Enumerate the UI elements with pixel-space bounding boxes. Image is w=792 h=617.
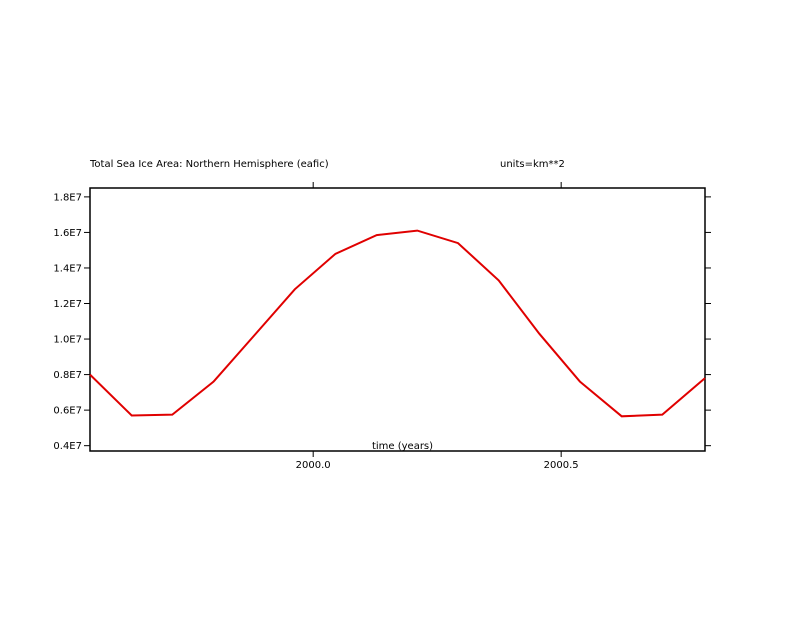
y-tick-label: 1.2E7 — [53, 299, 82, 310]
y-tick-label: 1.0E7 — [53, 335, 82, 346]
y-tick-label: 1.8E7 — [53, 192, 82, 203]
y-tick-label: 1.4E7 — [53, 263, 82, 274]
y-tick-label: 1.6E7 — [53, 228, 82, 239]
y-axis: 0.4E7 0.6E7 0.8E7 1.0E7 1.2E7 1.4E7 1.6E7 1.8E7 — [53, 192, 711, 452]
series-line — [89, 229, 706, 418]
x-tick-label: 2000.5 — [544, 460, 579, 471]
chart-title: Total Sea Ice Area: Northern Hemisphere … — [89, 159, 329, 170]
x-tick-label: 2000.0 — [296, 460, 331, 471]
y-tick-label: 0.4E7 — [53, 441, 82, 452]
x-axis-label: time (years) — [372, 441, 433, 452]
y-tick-label: 0.8E7 — [53, 370, 82, 381]
units-label: units=km**2 — [500, 159, 565, 170]
plot-frame — [89, 187, 706, 452]
y-tick-label: 0.6E7 — [53, 406, 82, 417]
x-axis: 2000.0 2000.5 — [296, 182, 579, 471]
